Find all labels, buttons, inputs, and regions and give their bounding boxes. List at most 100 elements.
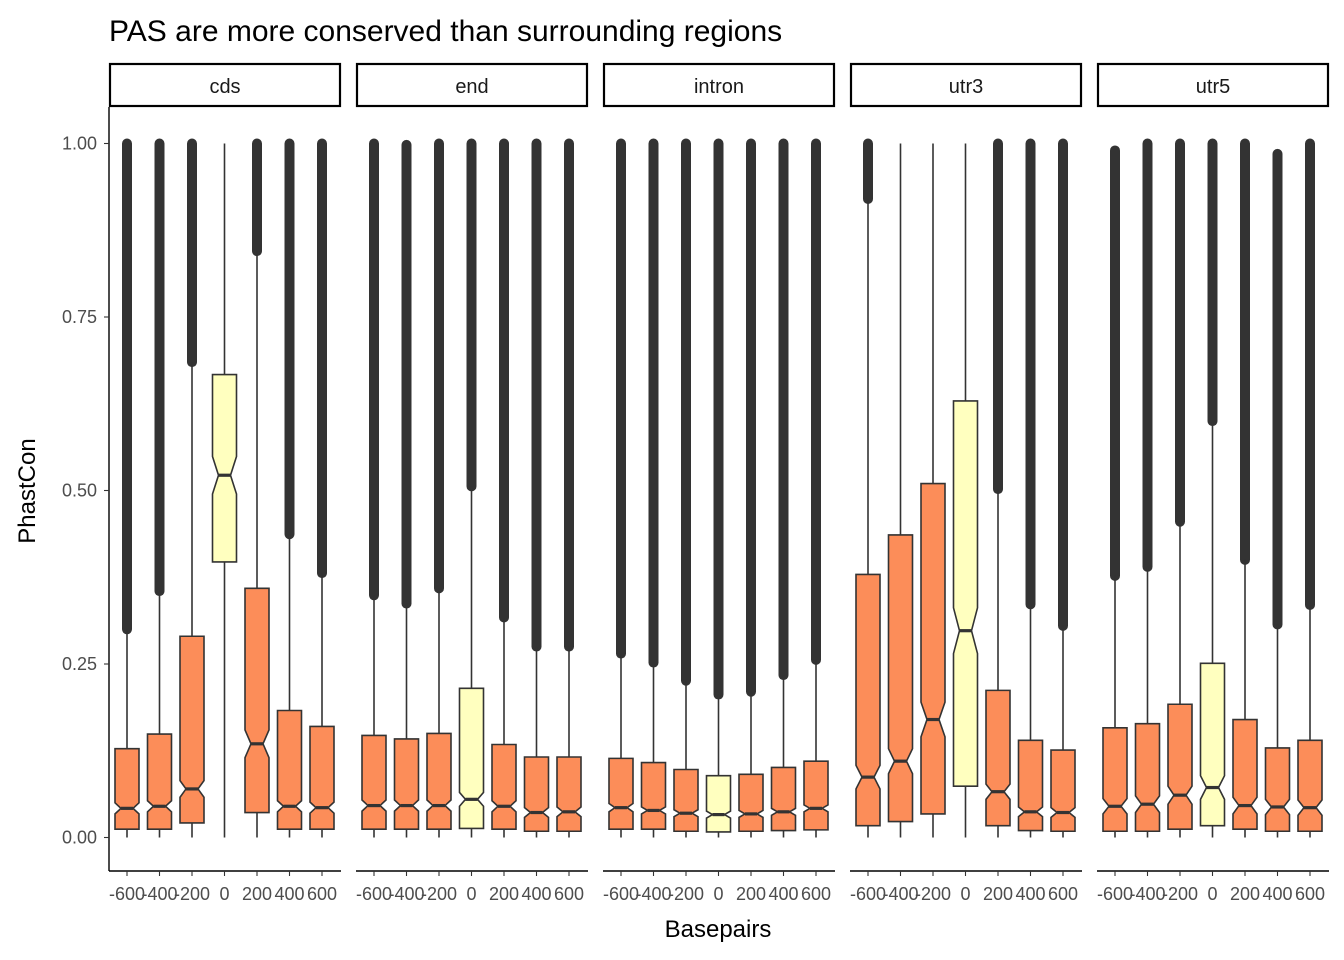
outlier-points [1305,138,1315,611]
box-cds--600 [114,138,140,838]
box-body [393,738,420,830]
box-utr5--600 [1102,145,1128,838]
x-tick-label: -400 [388,884,424,904]
x-tick-label: 200 [736,884,766,904]
y-axis-label: PhastCon [14,438,41,543]
outlier-points [401,139,412,609]
facet-panels: cds-600-400-200 0 200 400 600end-600-400-200… [108,62,1330,904]
box-body [523,756,550,833]
outlier-points [564,138,574,652]
outlier-points [1025,138,1036,610]
y-tick-label: 0.50 [62,481,97,501]
y-tick-label: 0.00 [62,828,97,848]
x-tick-label: -400 [1129,884,1165,904]
box-body [179,635,205,824]
box-end--400 [393,139,420,838]
outlier-points [746,138,756,697]
box-body [1167,703,1193,830]
box-end-200 [491,138,517,838]
outlier-points [811,138,821,665]
outlier-points [1272,148,1283,630]
y-tick-label: 0.75 [62,307,97,327]
x-tick-label: -400 [635,884,671,904]
facet-strip-label: utr5 [1196,76,1230,98]
box-utr5-200 [1232,138,1258,838]
box-utr3-200 [985,138,1011,838]
box-utr3-400 [1017,138,1044,838]
box-cds--400 [146,138,173,838]
y-axis: 0.00 0.25 0.50 0.75 1.00 [62,107,110,871]
facet-strip-label: cds [209,76,240,98]
box-utr5--200 [1167,138,1193,838]
outlier-points [1175,138,1185,527]
box-body [952,400,979,787]
x-tick-label: 200 [1230,884,1260,904]
box-body [738,773,764,833]
box-cds-200 [244,138,270,838]
x-tick-label: 200 [489,884,519,904]
box-body [426,732,452,830]
outlier-points [1058,138,1068,631]
outlier-points [434,138,444,594]
outlier-points [154,138,165,597]
box-utr5-400 [1264,148,1291,838]
box-body [770,766,797,832]
x-tick-label: 600 [307,884,337,904]
box-utr3--600 [855,138,881,838]
panel-utr5: utr5 -600-400-200 0 200 400 600 [1096,62,1330,904]
box-utr3--200 [920,143,946,838]
x-tick-label: -400 [882,884,918,904]
box-end-600 [556,138,582,838]
facet-strip [602,62,836,108]
facet-strip [1096,62,1330,108]
box-body [920,482,946,815]
y-tick-label: 0.25 [62,654,97,674]
outlier-points [616,138,626,659]
box-utr3-0 [952,143,979,838]
facet-strip-label: intron [694,76,744,98]
box-body [491,743,517,830]
box-cds-0 [211,143,238,838]
box-utr3--400 [887,143,914,838]
x-tick-label: 600 [801,884,831,904]
x-axis-label: Basepairs [665,916,772,943]
box-utr5-0 [1199,138,1226,838]
box-body [1102,727,1128,833]
box-body [361,734,387,830]
x-tick-label: -600 [603,884,639,904]
outlier-points [252,138,262,257]
box-cds-400 [276,138,303,838]
x-tick-label: 200 [242,884,272,904]
box-body [309,725,335,830]
outlier-points [1207,138,1218,427]
box-body [985,689,1011,827]
box-body [855,573,881,827]
outlier-points [122,138,132,635]
box-intron--200 [673,138,699,838]
x-tick-label: -200 [668,884,704,904]
x-tick-label: -200 [1162,884,1198,904]
y-tick-label: 1.00 [62,134,97,154]
outlier-points [531,138,542,652]
box-utr5--400 [1134,138,1161,838]
box-body [1232,718,1258,830]
box-body [705,774,732,833]
box-intron--600 [608,138,634,838]
box-body [608,757,634,830]
facet-strip-label: utr3 [949,76,983,98]
x-tick-label: 0 [1207,884,1217,904]
panel-cds: cds -600-400-200 0 200 400 600 [108,62,342,904]
facet-strip-label: end [455,76,488,98]
x-tick-label: 0 [466,884,476,904]
x-tick-label: -600 [109,884,145,904]
outlier-points [187,138,197,368]
panel-utr3: utr3 -600-400-200 0 200 400 600 [849,62,1083,904]
box-intron--400 [640,138,667,838]
outlier-points [778,138,789,681]
x-tick-label: 400 [1015,884,1045,904]
x-tick-label: 200 [983,884,1013,904]
box-end--600 [361,138,387,838]
outlier-points [648,138,659,668]
box-body [1134,722,1161,833]
x-tick-label: 400 [768,884,798,904]
